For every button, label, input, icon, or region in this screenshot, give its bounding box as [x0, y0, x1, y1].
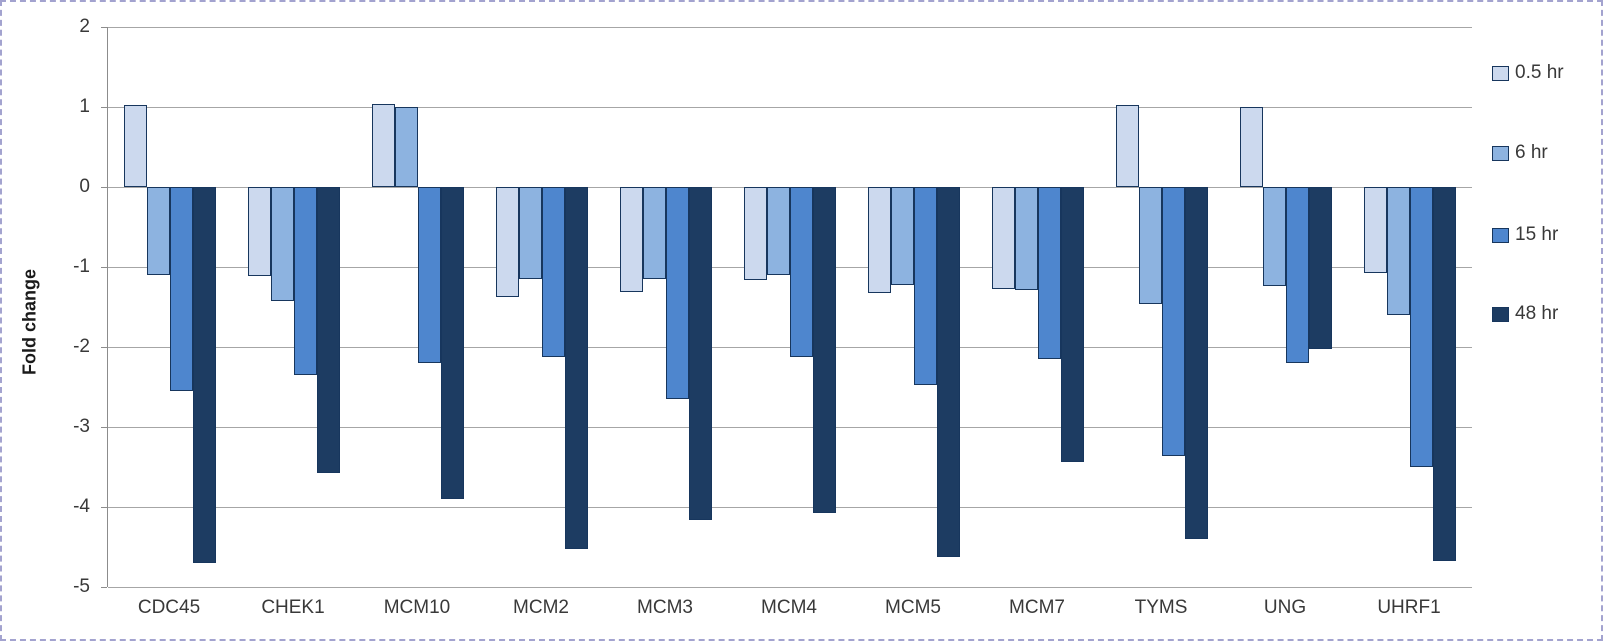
bar-MCM7-48hr [1061, 187, 1084, 463]
bar-UHRF1-15hr [1410, 187, 1433, 467]
legend-item-48hr: 48 hr [1492, 303, 1558, 325]
bar-MCM3-6hr [643, 187, 666, 279]
legend-swatch-icon [1492, 306, 1509, 322]
bar-MCM4-0.5hr [744, 187, 767, 280]
bar-CDC45-6hr [147, 187, 170, 275]
y-tick-label: -5 [73, 576, 90, 597]
legend-item-6hr: 6 hr [1492, 142, 1548, 164]
bar-MCM5-15hr [914, 187, 937, 385]
gridline--5 [108, 587, 1472, 588]
bar-MCM3-48hr [689, 187, 712, 520]
bar-UNG-0.5hr [1240, 107, 1263, 187]
y-tick-label: -4 [73, 496, 90, 517]
legend-item-15hr: 15 hr [1492, 224, 1558, 246]
bar-CHEK1-0.5hr [248, 187, 271, 276]
y-tick-mark [101, 507, 107, 508]
legend-swatch-icon [1492, 227, 1509, 243]
x-label-TYMS: TYMS [1134, 597, 1188, 618]
legend-swatch-icon [1492, 65, 1509, 81]
bar-CHEK1-15hr [294, 187, 317, 375]
y-tick-label: 2 [79, 16, 90, 37]
x-label-UNG: UNG [1263, 597, 1307, 618]
bar-MCM3-0.5hr [620, 187, 643, 292]
x-label-MCM7: MCM7 [1009, 597, 1065, 618]
bar-MCM4-6hr [767, 187, 790, 275]
x-label-CDC45: CDC45 [137, 597, 201, 618]
x-label-MCM5: MCM5 [885, 597, 941, 618]
bar-UNG-15hr [1286, 187, 1309, 363]
bar-UHRF1-6hr [1387, 187, 1410, 315]
y-tick-mark [101, 107, 107, 108]
y-tick-mark [101, 27, 107, 28]
bar-MCM5-0.5hr [868, 187, 891, 293]
bar-UHRF1-0.5hr [1364, 187, 1387, 274]
y-tick-mark [101, 187, 107, 188]
gridline--3 [108, 427, 1472, 428]
x-label-UHRF1: UHRF1 [1377, 597, 1441, 618]
bar-MCM10-6hr [395, 107, 418, 187]
bar-TYMS-0.5hr [1116, 105, 1139, 187]
y-tick-label: 1 [79, 96, 90, 117]
bar-MCM5-6hr [891, 187, 914, 286]
bar-UNG-48hr [1309, 187, 1332, 349]
gridline--4 [108, 507, 1472, 508]
legend-item-0.5hr: 0.5 hr [1492, 62, 1564, 84]
bar-MCM4-48hr [813, 187, 836, 514]
bar-UHRF1-48hr [1433, 187, 1456, 562]
bar-CHEK1-48hr [317, 187, 340, 474]
gridline-1 [108, 107, 1472, 108]
bar-MCM10-48hr [441, 187, 464, 499]
bar-MCM7-0.5hr [992, 187, 1015, 290]
legend-label: 15 hr [1515, 224, 1559, 245]
y-tick-label: -3 [73, 416, 90, 437]
bar-CDC45-15hr [170, 187, 193, 391]
bar-CDC45-0.5hr [124, 105, 147, 187]
x-label-MCM4: MCM4 [761, 597, 817, 618]
bar-TYMS-6hr [1139, 187, 1162, 304]
y-tick-label: -1 [73, 256, 90, 277]
x-label-MCM2: MCM2 [513, 597, 569, 618]
bar-MCM2-15hr [542, 187, 565, 358]
bar-CHEK1-6hr [271, 187, 294, 302]
y-tick-mark [101, 347, 107, 348]
y-axis-title: Fold change [19, 268, 40, 376]
plot-area [107, 27, 1472, 588]
legend-label: 0.5 hr [1515, 62, 1564, 83]
bar-MCM7-6hr [1015, 187, 1038, 291]
x-label-CHEK1: CHEK1 [261, 597, 325, 618]
bar-MCM7-15hr [1038, 187, 1061, 359]
bar-MCM10-15hr [418, 187, 441, 363]
bar-MCM2-48hr [565, 187, 588, 550]
legend-label: 48 hr [1515, 303, 1559, 324]
y-tick-mark [101, 267, 107, 268]
bar-UNG-6hr [1263, 187, 1286, 287]
bar-MCM3-15hr [666, 187, 689, 399]
y-tick-mark [101, 587, 107, 588]
bar-MCM4-15hr [790, 187, 813, 357]
y-tick-label: -2 [73, 336, 90, 357]
bar-MCM5-48hr [937, 187, 960, 558]
bar-TYMS-15hr [1162, 187, 1185, 456]
x-label-MCM10: MCM10 [383, 597, 451, 618]
y-tick-label: 0 [79, 176, 90, 197]
legend-swatch-icon [1492, 145, 1509, 161]
bar-CDC45-48hr [193, 187, 216, 563]
x-label-MCM3: MCM3 [637, 597, 693, 618]
bar-MCM10-0.5hr [372, 103, 395, 187]
bar-TYMS-48hr [1185, 187, 1208, 539]
y-tick-mark [101, 427, 107, 428]
bar-MCM2-6hr [519, 187, 542, 279]
legend-label: 6 hr [1515, 142, 1548, 163]
gridline-2 [108, 27, 1472, 28]
bar-MCM2-0.5hr [496, 187, 519, 297]
